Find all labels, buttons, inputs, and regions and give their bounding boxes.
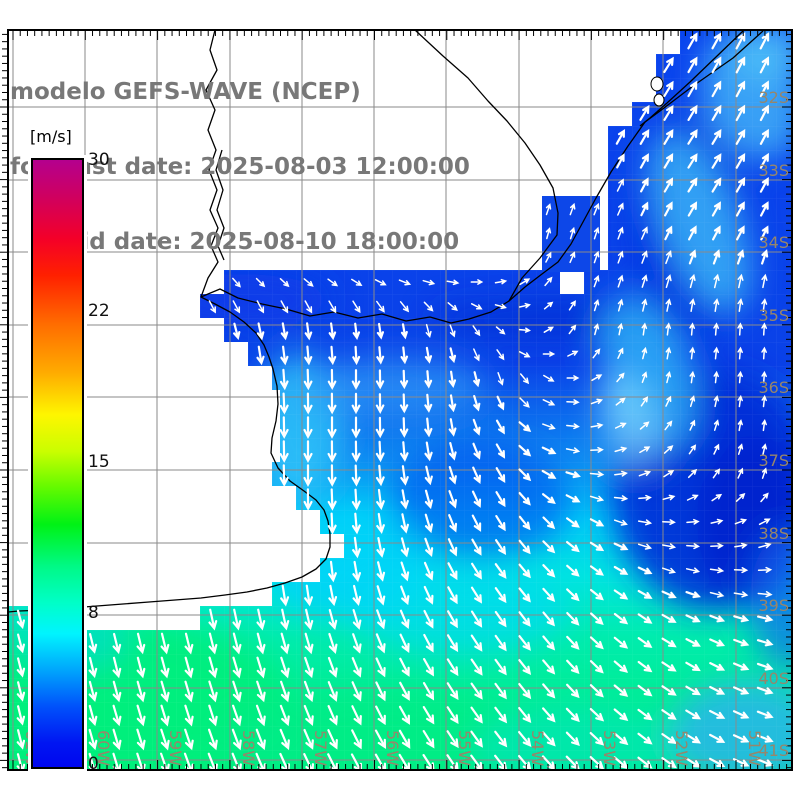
colorbar-unit-label: [m/s] [30, 127, 72, 146]
colorbar-tick-label: 8 [88, 603, 99, 623]
lon-label: 52W [672, 730, 691, 766]
lat-label: 32S [758, 88, 789, 107]
map-frame [7, 29, 793, 771]
lon-label: 58W [239, 730, 258, 766]
lon-label: 54W [528, 730, 547, 766]
model-title: modelo GEFS-WAVE (NCEP) [10, 79, 361, 105]
lat-label: 35S [758, 306, 789, 325]
colorbar-tick-label: 22 [88, 301, 110, 321]
forecast-date: forecast date: 2025-08-03 12:00:00 [10, 154, 470, 180]
wind-arrows [16, 32, 774, 770]
lat-label: 36S [758, 378, 789, 397]
lat-label: 39S [758, 596, 789, 615]
lat-label: 33S [758, 161, 789, 180]
lon-label: 56W [383, 730, 402, 766]
lon-label: 60W [94, 730, 113, 766]
lat-label: 37S [758, 451, 789, 470]
lon-label: 51W [745, 730, 764, 766]
colorbar-tick-label: 0 [88, 754, 99, 774]
lon-label: 57W [311, 730, 330, 766]
colorbar-tick-label: 30 [88, 150, 110, 170]
lat-label: 41S [758, 741, 789, 760]
graticule [8, 30, 792, 770]
lon-label: 55W [455, 730, 474, 766]
colorbar [31, 158, 84, 769]
colorbar-tick-label: 15 [88, 452, 110, 472]
lat-label: 34S [758, 233, 789, 252]
lat-label: 40S [758, 669, 789, 688]
lat-label: 38S [758, 524, 789, 543]
lon-label: 53W [600, 730, 619, 766]
lon-label: 59W [166, 730, 185, 766]
valid-date: valid date: 2025-08-10 18:00:00 [43, 229, 460, 255]
coastlines [8, 30, 764, 613]
axis-ticks [0, 30, 792, 770]
